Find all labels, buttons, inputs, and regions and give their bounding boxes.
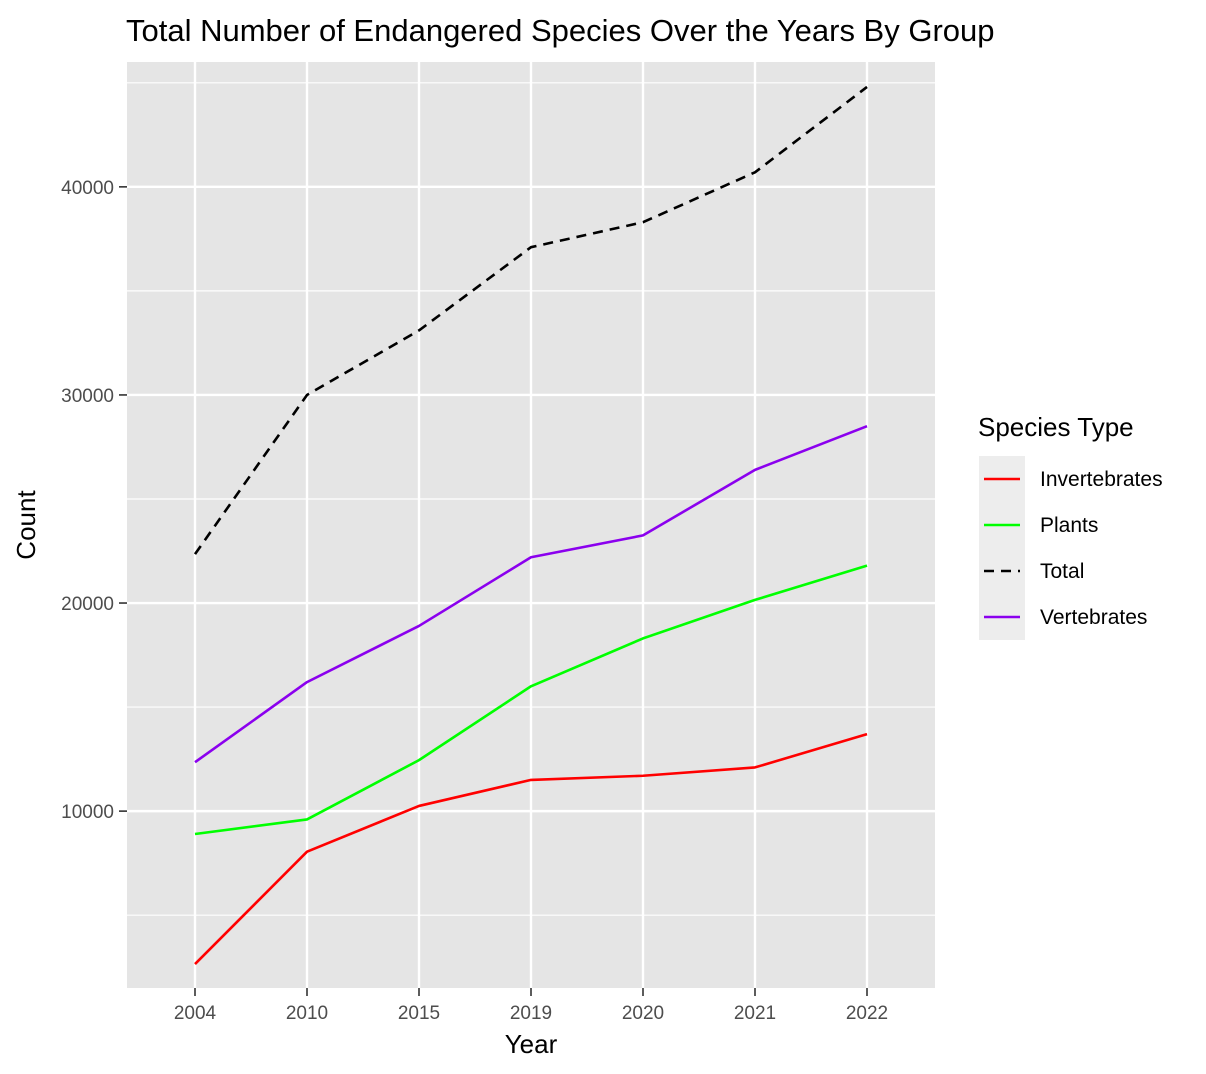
x-tick-label: 2021 <box>734 1003 776 1024</box>
y-axis: 10000 20000 30000 40000 <box>61 178 127 823</box>
x-axis: 2004 2010 2015 2019 2020 2021 2022 <box>174 988 888 1024</box>
series-line-invertebrates <box>194 732 868 965</box>
x-tick-label: 2020 <box>622 1003 664 1024</box>
x-tick-label: 2004 <box>174 1003 217 1024</box>
y-tick-label: 20000 <box>61 594 114 615</box>
series-line-vertebrates <box>194 424 868 764</box>
legend-label: Total <box>1040 560 1084 583</box>
x-tick-label: 2019 <box>510 1003 552 1024</box>
x-tick-label: 2015 <box>398 1003 440 1024</box>
x-tick-label: 2010 <box>286 1003 328 1024</box>
y-tick-label: 40000 <box>61 178 114 199</box>
y-axis-title: Count <box>11 490 41 560</box>
legend-label: Plants <box>1040 514 1098 537</box>
legend-items: Invertebrates Plants Total Vertebrates <box>979 456 1163 640</box>
chart-title: Total Number of Endangered Species Over … <box>126 13 995 48</box>
legend-label: Vertebrates <box>1040 606 1147 629</box>
series-line-total <box>193 85 868 555</box>
y-tick-label: 10000 <box>61 802 114 823</box>
x-tick-label: 2022 <box>846 1003 888 1024</box>
legend-label: Invertebrates <box>1040 468 1163 491</box>
series-line-plants <box>194 564 868 836</box>
y-tick-label: 30000 <box>61 386 114 407</box>
legend: Species Type Invertebrates Plants Total Ver… <box>978 412 1163 640</box>
series-layer <box>193 85 868 965</box>
legend-title: Species Type <box>978 412 1134 442</box>
x-axis-title: Year <box>505 1029 558 1059</box>
